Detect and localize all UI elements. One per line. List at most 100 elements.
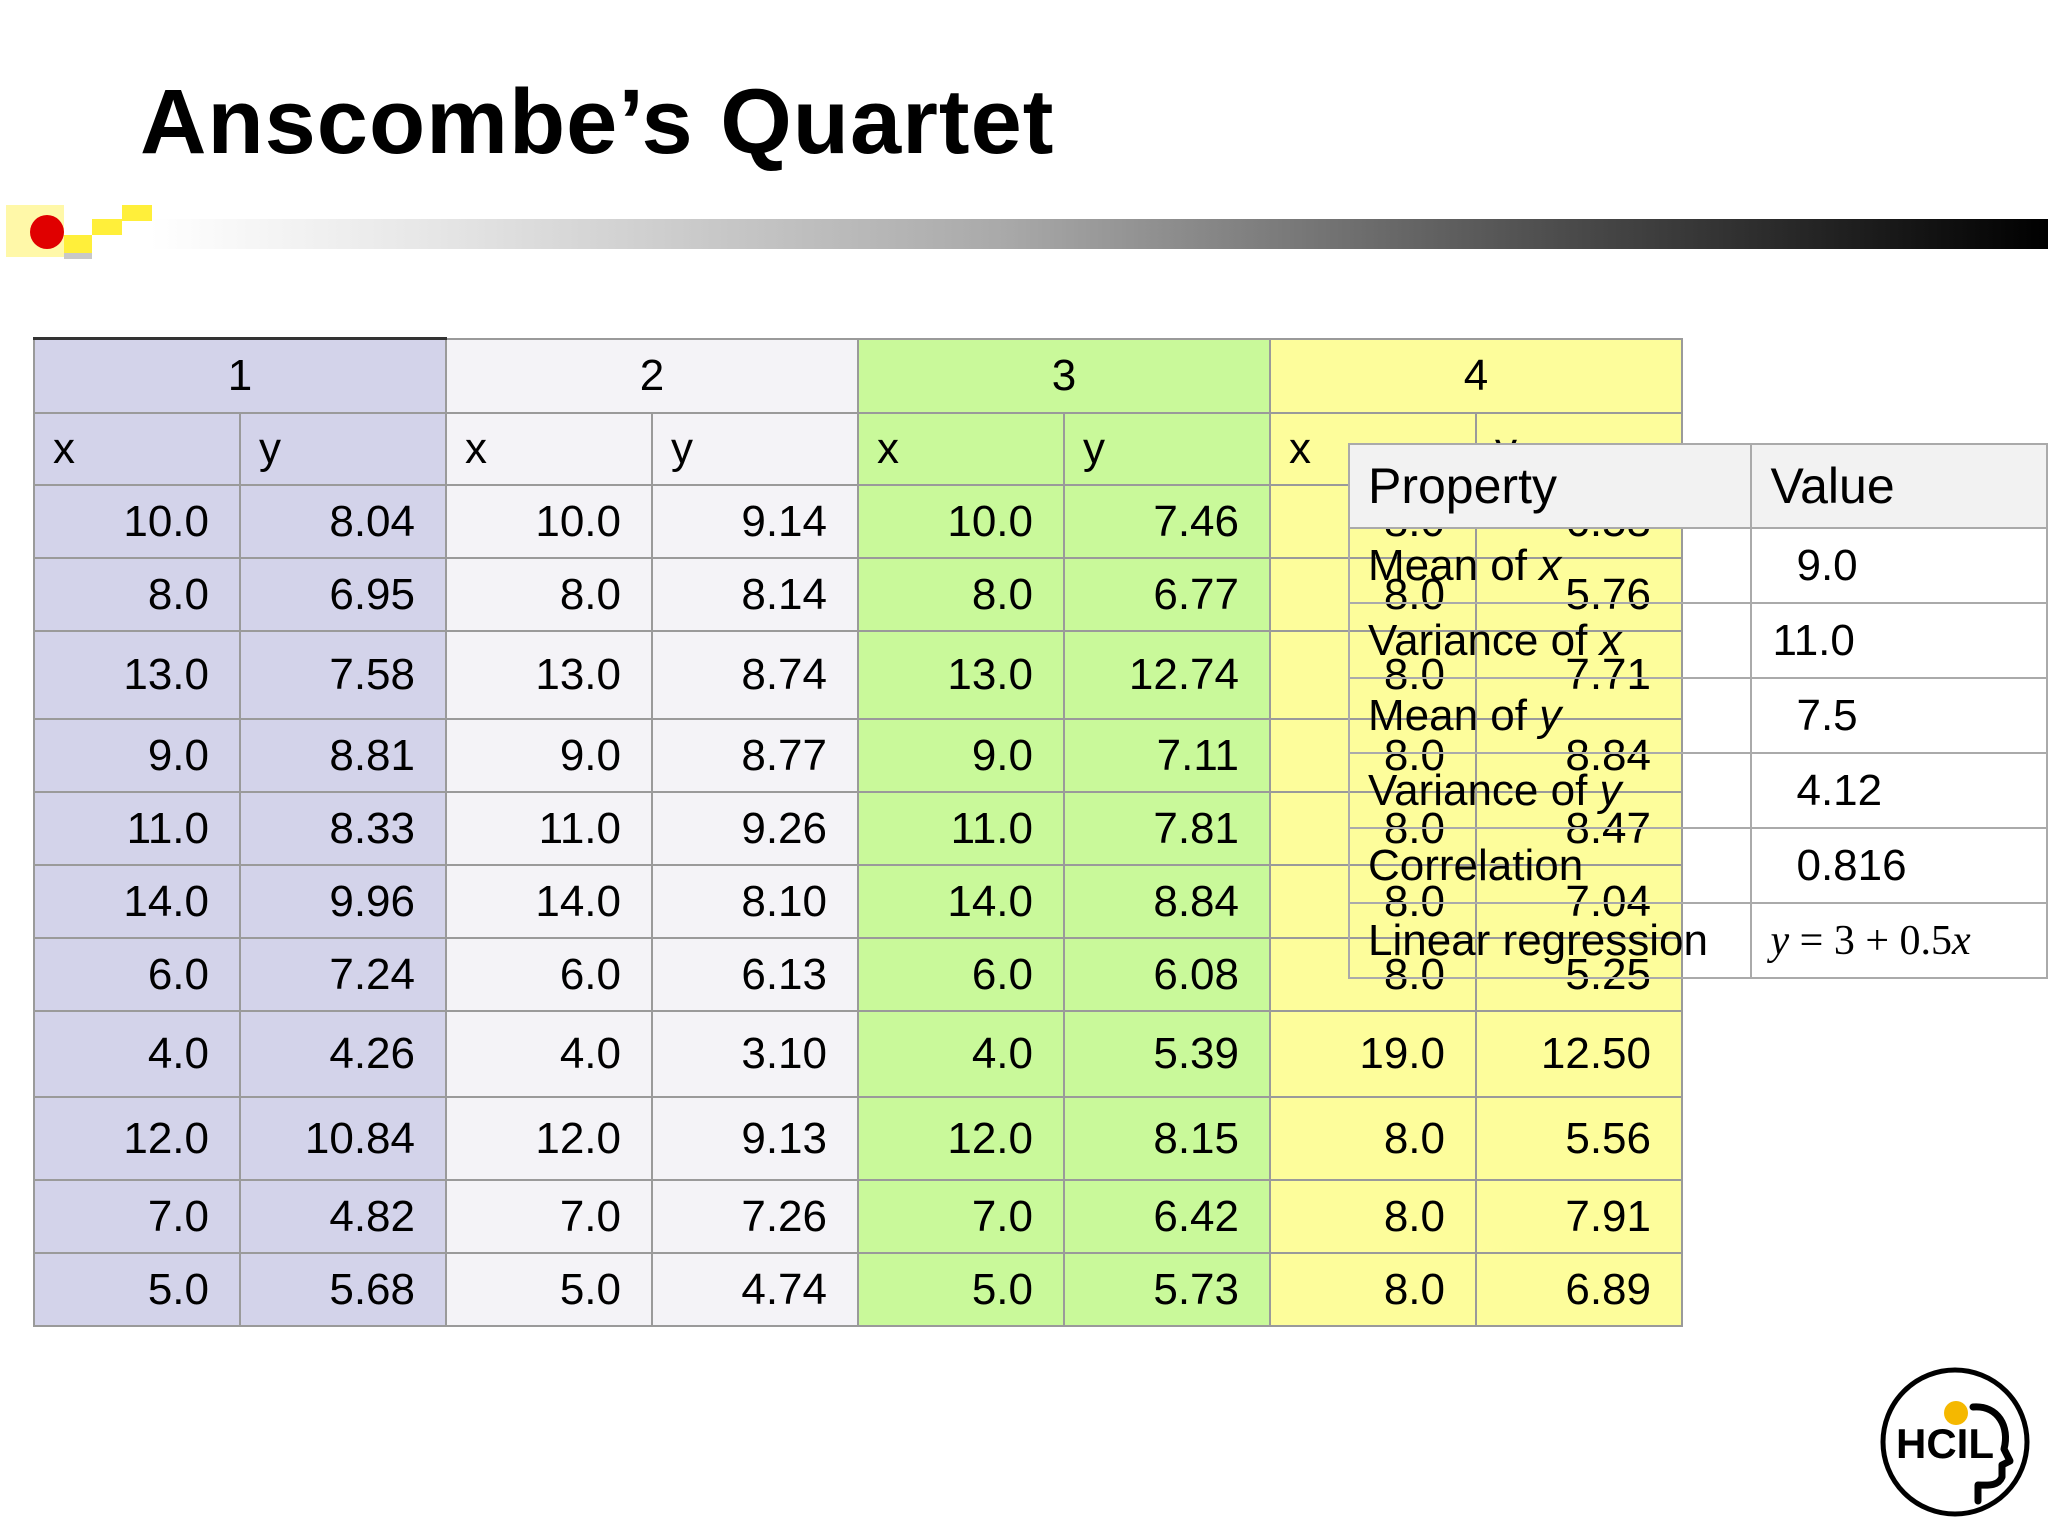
property-variable: y <box>1539 690 1562 740</box>
column-header-y: y <box>1063 412 1271 486</box>
property-label: Correlation <box>1347 827 1753 904</box>
x-value-cell: 12.0 <box>857 1096 1065 1181</box>
property-label-text: Variance of <box>1368 765 1600 815</box>
accent-square <box>64 253 92 259</box>
x-value-cell: 6.0 <box>33 937 241 1012</box>
y-value-cell: 5.56 <box>1475 1096 1683 1181</box>
y-value-cell: 9.14 <box>651 484 859 559</box>
group-header-4: 4 <box>1269 337 1683 414</box>
y-value-cell: 4.82 <box>239 1179 447 1254</box>
x-value-cell: 7.0 <box>33 1179 241 1254</box>
x-value-cell: 8.0 <box>1269 1096 1477 1181</box>
property-label: Linear regression <box>1347 902 1753 979</box>
y-value-cell: 8.15 <box>1063 1096 1271 1181</box>
hcil-logo-icon: HCIL <box>1880 1367 2030 1517</box>
x-value-cell: 4.0 <box>445 1010 653 1098</box>
properties-header-row: Property Value <box>1347 443 2048 529</box>
property-label: Variance of y <box>1347 752 1753 829</box>
x-value-cell: 8.0 <box>1269 1179 1477 1254</box>
x-value-cell: 11.0 <box>445 791 653 866</box>
y-value-cell: 4.74 <box>651 1252 859 1327</box>
table-row: 7.0 4.82 7.0 7.26 7.0 6.42 8.0 7.91 <box>33 1179 1683 1254</box>
y-value-cell: 9.26 <box>651 791 859 866</box>
property-label-text: Variance of <box>1368 615 1600 665</box>
property-label-text: Mean of <box>1368 540 1540 590</box>
property-row: Mean of x 9.0 <box>1347 527 2048 604</box>
column-header-x: x <box>857 412 1065 486</box>
properties-table-body: Mean of x 9.0 Variance of x 11.0 Mean of y 7.… <box>1347 527 2048 904</box>
x-value-cell: 11.0 <box>33 791 241 866</box>
x-value-cell: 10.0 <box>445 484 653 559</box>
property-row: Correlation 0.816 <box>1347 827 2048 904</box>
y-value-cell: 12.50 <box>1475 1010 1683 1098</box>
y-value-cell: 12.74 <box>1063 630 1271 720</box>
table-row: 4.0 4.26 4.0 3.10 4.0 5.39 19.0 12.50 <box>33 1010 1683 1098</box>
y-value-cell: 9.13 <box>651 1096 859 1181</box>
x-value-cell: 6.0 <box>857 937 1065 1012</box>
x-value-cell: 14.0 <box>33 864 241 939</box>
properties-table: Property Value Mean of x 9.0 Variance of x… <box>1347 443 2048 979</box>
x-value-cell: 8.0 <box>1269 1252 1477 1327</box>
property-column-header: Property <box>1347 443 1753 529</box>
y-value-cell: 9.96 <box>239 864 447 939</box>
property-value: 11.0 <box>1750 602 2048 679</box>
y-value-cell: 8.33 <box>239 791 447 866</box>
x-value-cell: 19.0 <box>1269 1010 1477 1098</box>
x-value-cell: 10.0 <box>33 484 241 559</box>
x-value-cell: 5.0 <box>445 1252 653 1327</box>
y-value-cell: 8.84 <box>1063 864 1271 939</box>
property-variable: x <box>1599 615 1622 665</box>
column-header-x: x <box>33 412 241 486</box>
title-decoration-bar <box>0 205 2048 259</box>
y-value-cell: 8.14 <box>651 557 859 632</box>
x-value-cell: 11.0 <box>857 791 1065 866</box>
x-value-cell: 5.0 <box>33 1252 241 1327</box>
x-value-cell: 12.0 <box>445 1096 653 1181</box>
group-header-2: 2 <box>445 337 859 414</box>
y-value-cell: 8.04 <box>239 484 447 559</box>
property-row: Variance of y 4.12 <box>1347 752 2048 829</box>
property-value: 0.816 <box>1750 827 2048 904</box>
x-value-cell: 14.0 <box>857 864 1065 939</box>
y-value-cell: 6.42 <box>1063 1179 1271 1254</box>
x-value-cell: 13.0 <box>857 630 1065 720</box>
x-value-cell: 12.0 <box>33 1096 241 1181</box>
x-value-cell: 9.0 <box>33 718 241 793</box>
y-value-cell: 7.81 <box>1063 791 1271 866</box>
group-header-3: 3 <box>857 337 1271 414</box>
y-value-cell: 8.77 <box>651 718 859 793</box>
formula-middle: = 3 + 0.5 <box>1789 917 1953 964</box>
property-variable: y <box>1599 765 1622 815</box>
property-row: Mean of y 7.5 <box>1347 677 2048 754</box>
column-header-y: y <box>651 412 859 486</box>
column-header-row: x y x y x y x y <box>33 412 1683 486</box>
y-value-cell: 8.10 <box>651 864 859 939</box>
table-row: 12.0 10.84 12.0 9.13 12.0 8.15 8.0 5.56 <box>33 1096 1683 1181</box>
formula-lhs: y <box>1770 917 1790 964</box>
x-value-cell: 4.0 <box>33 1010 241 1098</box>
column-header-x: x <box>445 412 653 486</box>
x-value-cell: 13.0 <box>33 630 241 720</box>
x-value-cell: 10.0 <box>857 484 1065 559</box>
y-value-cell: 7.24 <box>239 937 447 1012</box>
x-value-cell: 7.0 <box>857 1179 1065 1254</box>
y-value-cell: 6.08 <box>1063 937 1271 1012</box>
property-variable: x <box>1539 540 1562 590</box>
y-value-cell: 7.58 <box>239 630 447 720</box>
accent-square <box>122 205 152 221</box>
property-row-regression: Linear regression y = 3 + 0.5x <box>1347 902 2048 979</box>
y-value-cell: 5.68 <box>239 1252 447 1327</box>
x-value-cell: 9.0 <box>445 718 653 793</box>
accent-square <box>64 235 92 257</box>
y-value-cell: 4.26 <box>239 1010 447 1098</box>
value-column-header: Value <box>1750 443 2048 529</box>
x-value-cell: 5.0 <box>857 1252 1065 1327</box>
property-label-text: Mean of <box>1368 690 1540 740</box>
property-label: Mean of y <box>1347 677 1753 754</box>
y-value-cell: 5.39 <box>1063 1010 1271 1098</box>
x-value-cell: 8.0 <box>445 557 653 632</box>
property-label: Mean of x <box>1347 527 1753 604</box>
y-value-cell: 6.89 <box>1475 1252 1683 1327</box>
property-value: 9.0 <box>1750 527 2048 604</box>
y-value-cell: 7.46 <box>1063 484 1271 559</box>
